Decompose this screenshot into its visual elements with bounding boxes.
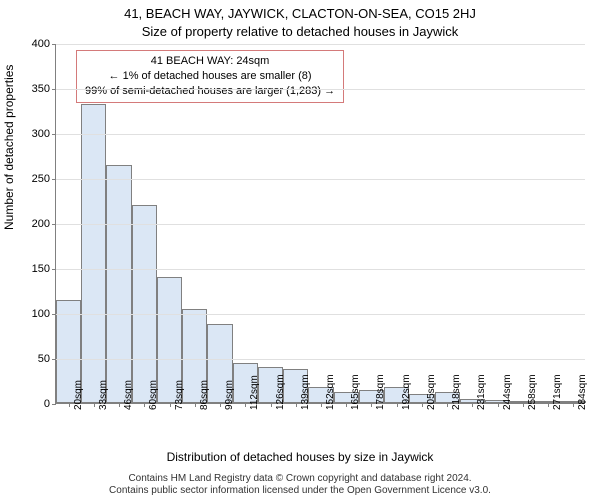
xtick-mark: [69, 403, 70, 407]
gridline: [56, 269, 585, 270]
xtick-mark: [346, 403, 347, 407]
xtick-mark: [321, 403, 322, 407]
bar: [106, 165, 131, 404]
xtick-mark: [548, 403, 549, 407]
ytick-label: 50: [38, 353, 50, 365]
ytick-mark: [52, 44, 56, 45]
footer: Contains HM Land Registry data © Crown c…: [0, 473, 600, 497]
ytick-mark: [52, 179, 56, 180]
bar: [132, 205, 157, 403]
footer-line-1: Contains HM Land Registry data © Crown c…: [0, 473, 600, 485]
ytick-mark: [52, 224, 56, 225]
xtick-mark: [119, 403, 120, 407]
ytick-label: 150: [32, 263, 50, 275]
xtick-mark: [271, 403, 272, 407]
ytick-label: 0: [44, 398, 50, 410]
xtick-mark: [397, 403, 398, 407]
xtick-mark: [523, 403, 524, 407]
xtick-mark: [573, 403, 574, 407]
ytick-label: 400: [32, 38, 50, 50]
xtick-mark: [371, 403, 372, 407]
ytick-mark: [52, 359, 56, 360]
gridline: [56, 89, 585, 90]
ytick-label: 350: [32, 83, 50, 95]
chart-title: 41, BEACH WAY, JAYWICK, CLACTON-ON-SEA, …: [0, 6, 600, 21]
xtick-mark: [220, 403, 221, 407]
xtick-mark: [94, 403, 95, 407]
gridline: [56, 314, 585, 315]
gridline: [56, 224, 585, 225]
chart-subtitle: Size of property relative to detached ho…: [0, 24, 600, 39]
ytick-mark: [52, 404, 56, 405]
gridline: [56, 44, 585, 45]
ytick-label: 300: [32, 128, 50, 140]
xtick-mark: [170, 403, 171, 407]
plot-area: 41 BEACH WAY: 24sqm ← 1% of detached hou…: [55, 44, 585, 404]
xtick-mark: [195, 403, 196, 407]
gridline: [56, 359, 585, 360]
ytick-mark: [52, 314, 56, 315]
ytick-mark: [52, 89, 56, 90]
gridline: [56, 179, 585, 180]
y-axis-label: Number of detached properties: [2, 65, 16, 230]
gridline: [56, 134, 585, 135]
ytick-label: 250: [32, 173, 50, 185]
xtick-mark: [422, 403, 423, 407]
xtick-mark: [245, 403, 246, 407]
xtick-mark: [296, 403, 297, 407]
footer-line-2: Contains public sector information licen…: [0, 485, 600, 497]
xtick-mark: [472, 403, 473, 407]
ytick-mark: [52, 134, 56, 135]
xtick-mark: [144, 403, 145, 407]
ytick-mark: [52, 269, 56, 270]
ytick-label: 200: [32, 218, 50, 230]
ytick-label: 100: [32, 308, 50, 320]
x-axis-label: Distribution of detached houses by size …: [0, 450, 600, 464]
xtick-mark: [447, 403, 448, 407]
xtick-mark: [498, 403, 499, 407]
